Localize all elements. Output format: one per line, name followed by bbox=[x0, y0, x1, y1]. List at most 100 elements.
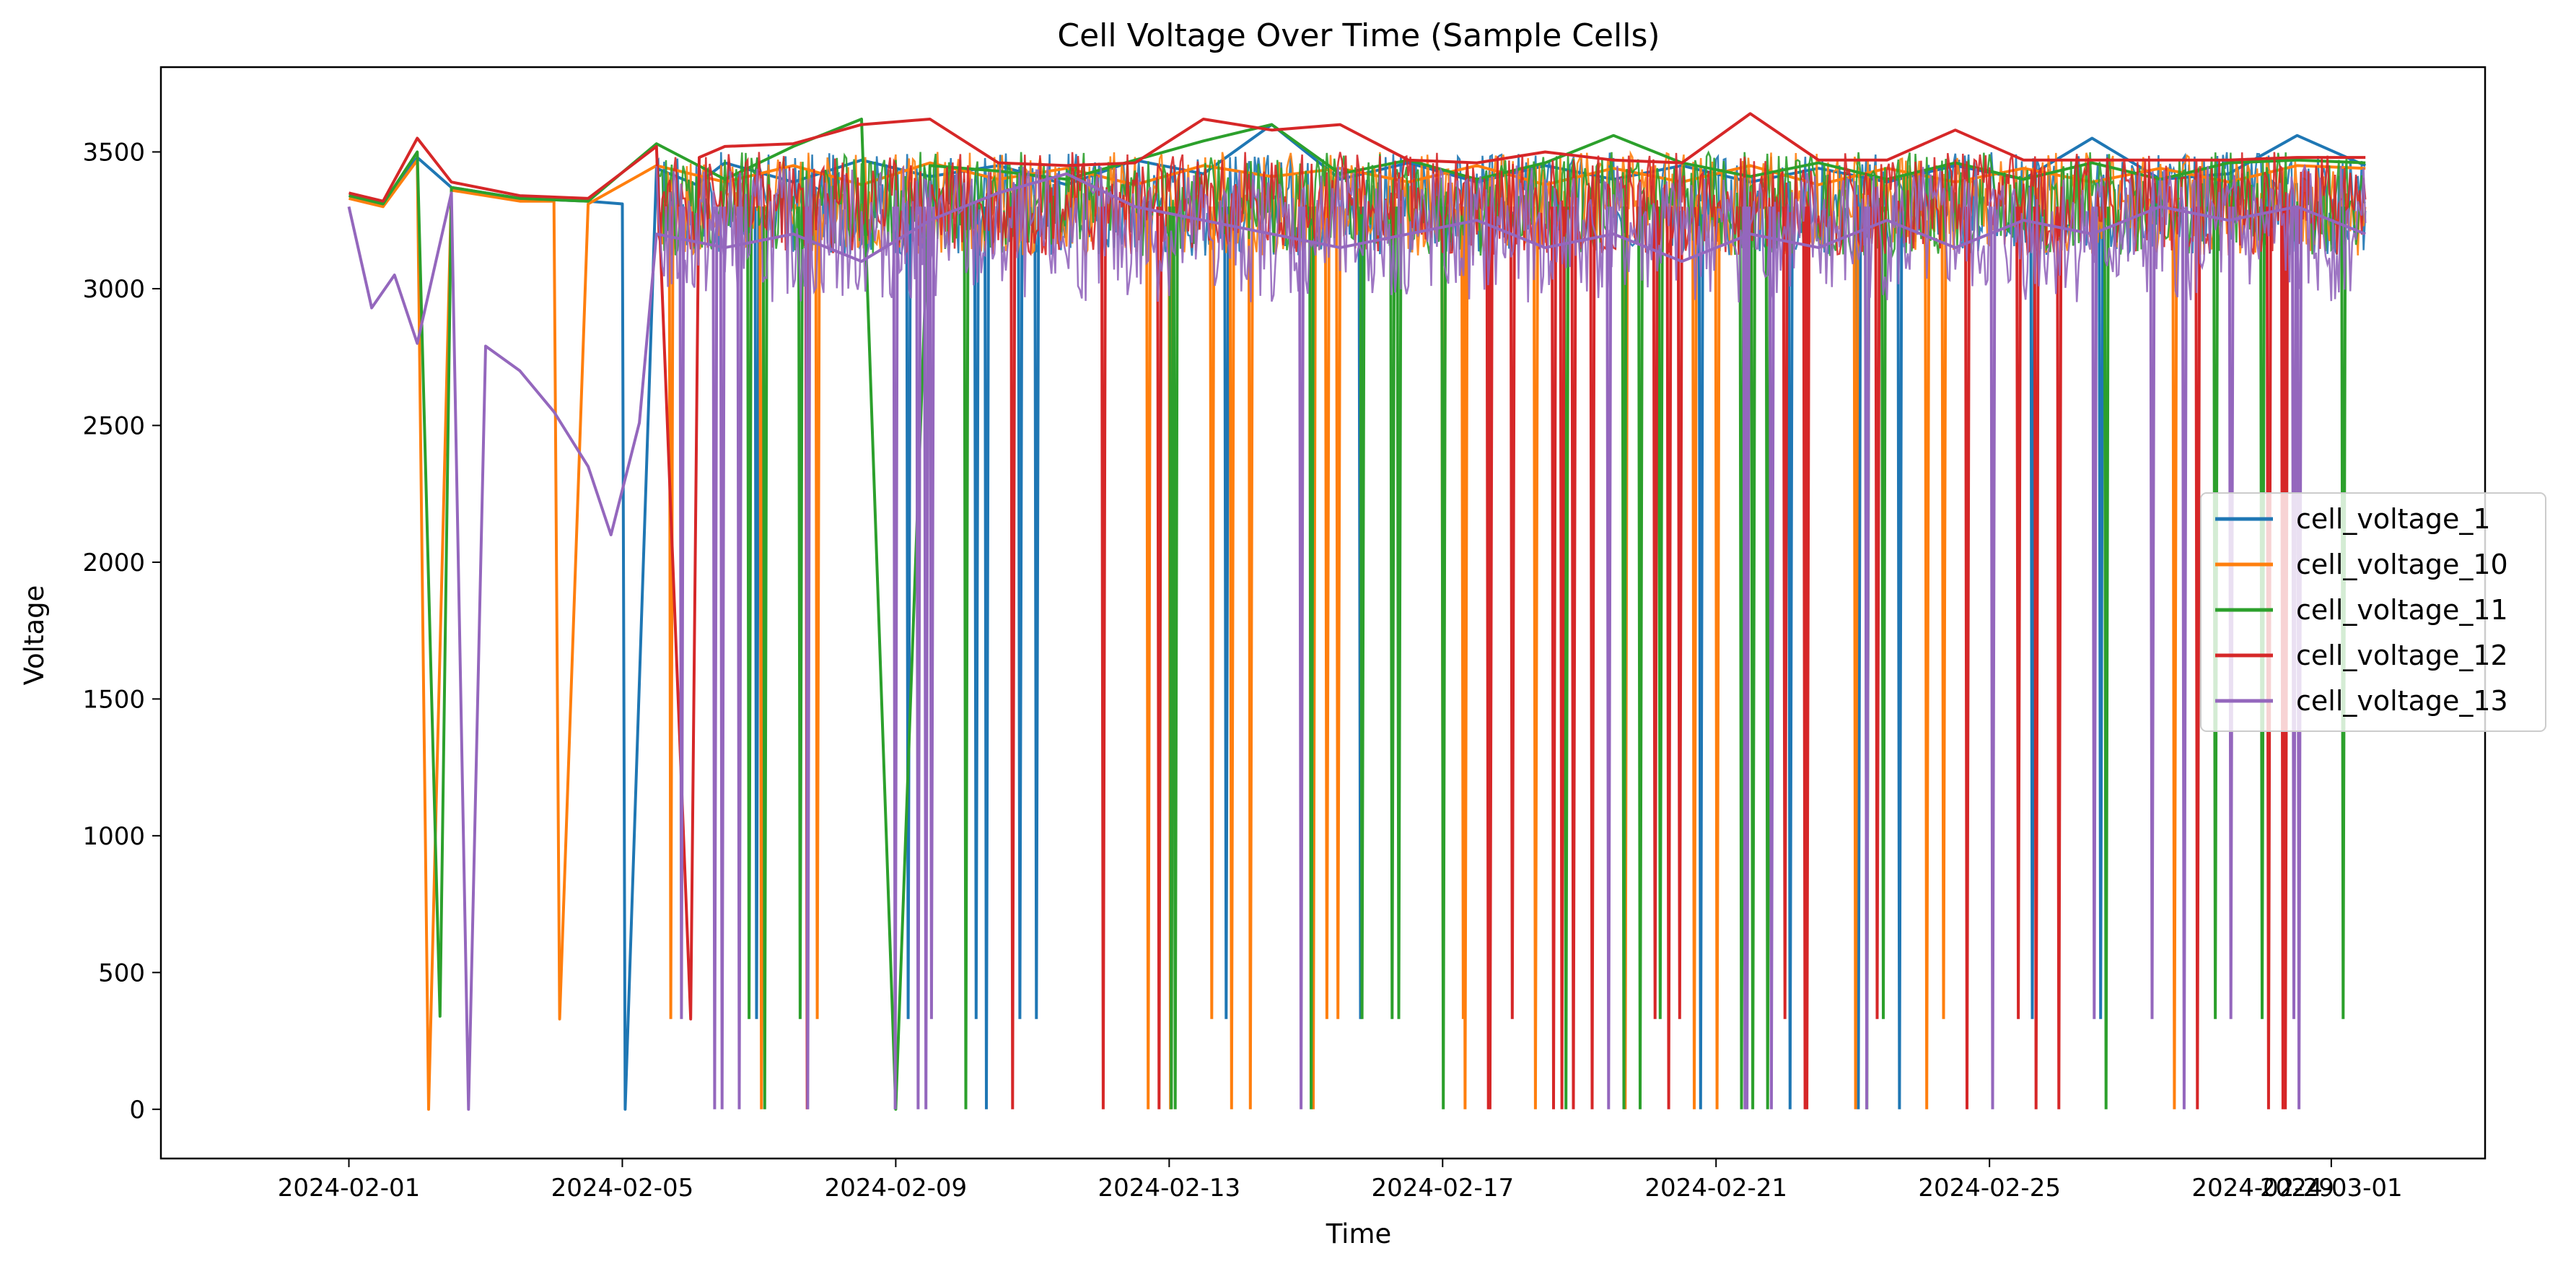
dropout-spike-cell_voltage_13 bbox=[1989, 206, 1997, 1109]
dropout-spike-cell_voltage_1 bbox=[1787, 206, 1794, 1109]
legend-box bbox=[2200, 492, 2546, 732]
dropout-spike-cell_voltage_11 bbox=[1440, 206, 1447, 1109]
legend-label: cell_voltage_13 bbox=[2296, 685, 2508, 717]
dropout-spike-cell_voltage_10 bbox=[1209, 206, 1216, 1019]
x-tick-label: 2024-02-25 bbox=[1918, 1174, 2061, 1203]
dropout-spike-cell_voltage_11 bbox=[963, 206, 970, 1109]
dropout-spike-cell_voltage_11 bbox=[1308, 206, 1315, 1109]
dropout-spike-cell_voltage_13 bbox=[1864, 206, 1871, 1109]
x-tick-label: 2024-02-21 bbox=[1644, 1174, 1787, 1203]
x-axis: 2024-02-01 2024-02-05 2024-02-09 2024-02-13… bbox=[278, 1159, 2403, 1203]
dropout-spike-cell_voltage_11 bbox=[1621, 206, 1628, 1109]
dropout-spike-cell_voltage_10 bbox=[1145, 206, 1152, 1109]
dropout-spike-cell_voltage_11 bbox=[1172, 206, 1179, 1109]
x-tick-label: 2024-02-13 bbox=[1098, 1174, 1241, 1203]
dropout-spike-cell_voltage_12 bbox=[1570, 206, 1577, 1109]
series-line-cell_voltage_10 bbox=[349, 158, 2366, 1111]
dropout-spike-cell_voltage_12 bbox=[1509, 206, 1516, 1019]
dropout-spike-cell_voltage_13 bbox=[928, 206, 935, 1019]
dropout-spike-cell_voltage_10 bbox=[814, 206, 821, 1019]
dropout-spike-cell_voltage_13 bbox=[2227, 206, 2235, 1019]
dropout-spike-cell_voltage_10 bbox=[1247, 206, 1254, 1109]
dropout-spike-cell_voltage_11 bbox=[1389, 206, 1396, 1019]
x-tick-label: 2024-02-17 bbox=[1371, 1174, 1514, 1203]
legend: cell_voltage_1 cell_voltage_10 cell_voltag… bbox=[2200, 492, 2546, 732]
dropout-spike-cell_voltage_11 bbox=[2259, 206, 2266, 1019]
dropout-spike-cell_voltage_13 bbox=[711, 206, 719, 1109]
dropout-spike-cell_voltage_12 bbox=[2015, 206, 2023, 1019]
x-tick-label: 2024-02-09 bbox=[825, 1174, 968, 1203]
dropout-spike-cell_voltage_1 bbox=[1033, 206, 1041, 1019]
dropout-spike-cell_voltage_13 bbox=[736, 206, 743, 1109]
dropout-spike-cell_voltage_11 bbox=[761, 206, 768, 1109]
dropout-spike-cell_voltage_13 bbox=[1605, 206, 1613, 1109]
dropout-spike-cell_voltage_11 bbox=[1359, 206, 1366, 1019]
dropout-spike-cell_voltage_12 bbox=[1676, 206, 1683, 1019]
dropout-spike-cell_voltage_12 bbox=[2056, 206, 2063, 1109]
dropout-spike-cell_voltage_10 bbox=[1335, 206, 1342, 1019]
series-line-cell_voltage_12 bbox=[349, 112, 2366, 1021]
dropout-spike-cell_voltage_12 bbox=[1156, 206, 1163, 1109]
x-tick-label: 2024-02-29 bbox=[2191, 1174, 2334, 1203]
dropout-spike-cell_voltage_1 bbox=[1697, 206, 1704, 1109]
dropout-spike-cell_voltage_13 bbox=[2181, 206, 2188, 1109]
dropout-spike-cell_voltage_13 bbox=[1768, 206, 1775, 1109]
dropout-spike-cell_voltage_12 bbox=[1874, 206, 1881, 1019]
series-noise-cell_voltage_13 bbox=[655, 163, 2367, 302]
dropout-spike-cell_voltage_13 bbox=[2149, 206, 2156, 1019]
dropout-spike-cell_voltage_12 bbox=[1100, 206, 1107, 1109]
x-tick-label: 2024-02-01 bbox=[278, 1174, 421, 1203]
dropout-spike-cell_voltage_10 bbox=[1714, 206, 1721, 1109]
y-axis-title: Voltage bbox=[19, 585, 50, 686]
dropout-spike-cell_voltage_1 bbox=[1896, 206, 1903, 1109]
dropout-spike-cell_voltage_10 bbox=[1532, 206, 1539, 1109]
dropout-spike-cell_voltage_12 bbox=[1486, 206, 1494, 1109]
y-tick-label: 0 bbox=[129, 1096, 145, 1125]
dropout-spike-cell_voltage_10 bbox=[1323, 206, 1331, 1019]
dropout-spike-cell_voltage_12 bbox=[1551, 206, 1557, 1109]
dropout-spike-cell_voltage_11 bbox=[797, 206, 804, 1019]
legend-label: cell_voltage_11 bbox=[2296, 594, 2508, 626]
dropout-spike-cell_voltage_11 bbox=[2103, 206, 2110, 1109]
y-tick-label: 2000 bbox=[82, 549, 145, 577]
dropout-spike-cell_voltage_12 bbox=[1652, 206, 1659, 1019]
y-axis: 0 500 1000 1500 2000 2500 3000 3500 bbox=[82, 138, 161, 1125]
dropout-spike-cell_voltage_12 bbox=[1559, 206, 1566, 1109]
dropout-spike-cell_voltage_12 bbox=[1665, 206, 1673, 1109]
dropout-spike-cell_voltage_12 bbox=[1009, 206, 1017, 1109]
plot-area bbox=[159, 66, 2487, 1160]
dropout-spike-cell_voltage_12 bbox=[2194, 206, 2202, 1109]
dropout-spike-cell_voltage_11 bbox=[2340, 206, 2347, 1019]
chart-title: Cell Voltage Over Time (Sample Cells) bbox=[1057, 17, 1660, 54]
y-tick-label: 1500 bbox=[82, 685, 145, 714]
legend-label: cell_voltage_1 bbox=[2296, 503, 2491, 535]
dropout-spike-cell_voltage_1 bbox=[2098, 206, 2105, 1019]
dropout-spike-cell_voltage_11 bbox=[746, 206, 753, 1019]
dropout-spike-cell_voltage_10 bbox=[1852, 206, 1859, 1109]
dropout-spike-cell_voltage_10 bbox=[1924, 206, 1931, 1109]
dropout-spike-cell_voltage_13 bbox=[923, 206, 930, 1109]
dropout-spike-cell_voltage_13 bbox=[805, 206, 812, 1109]
legend-label: cell_voltage_10 bbox=[2296, 549, 2508, 580]
dropout-spike-cell_voltage_12 bbox=[1804, 206, 1811, 1109]
dropout-spike-cell_voltage_11 bbox=[2212, 206, 2220, 1019]
dropout-spike-cell_voltage_13 bbox=[915, 206, 922, 1109]
dropout-spike-cell_voltage_13 bbox=[1744, 206, 1751, 1109]
dropout-spike-cell_voltage_11 bbox=[1637, 206, 1644, 1109]
dropout-spike-cell_voltage_13 bbox=[1298, 206, 1305, 1109]
y-tick-label: 3000 bbox=[82, 275, 145, 304]
dropout-spike-cell_voltage_13 bbox=[719, 206, 726, 1109]
dropout-spike-cell_voltage_11 bbox=[1563, 206, 1570, 1109]
y-tick-label: 500 bbox=[98, 959, 145, 987]
y-tick-label: 1000 bbox=[82, 822, 145, 851]
dropout-spike-cell_voltage_13 bbox=[2291, 206, 2297, 1019]
dropout-spike-cell_voltage_11 bbox=[1880, 206, 1887, 1019]
legend-label: cell_voltage_12 bbox=[2296, 640, 2508, 671]
series-layer bbox=[347, 112, 2367, 1111]
dropout-spike-cell_voltage_10 bbox=[2171, 206, 2178, 1109]
dropout-spike-cell_voltage_11 bbox=[1657, 206, 1664, 1019]
dropout-spike-cell_voltage_1 bbox=[973, 206, 980, 1019]
dropout-spike-cell_voltage_1 bbox=[1223, 206, 1230, 1019]
dropout-spike-cell_voltage_1 bbox=[753, 206, 761, 1019]
